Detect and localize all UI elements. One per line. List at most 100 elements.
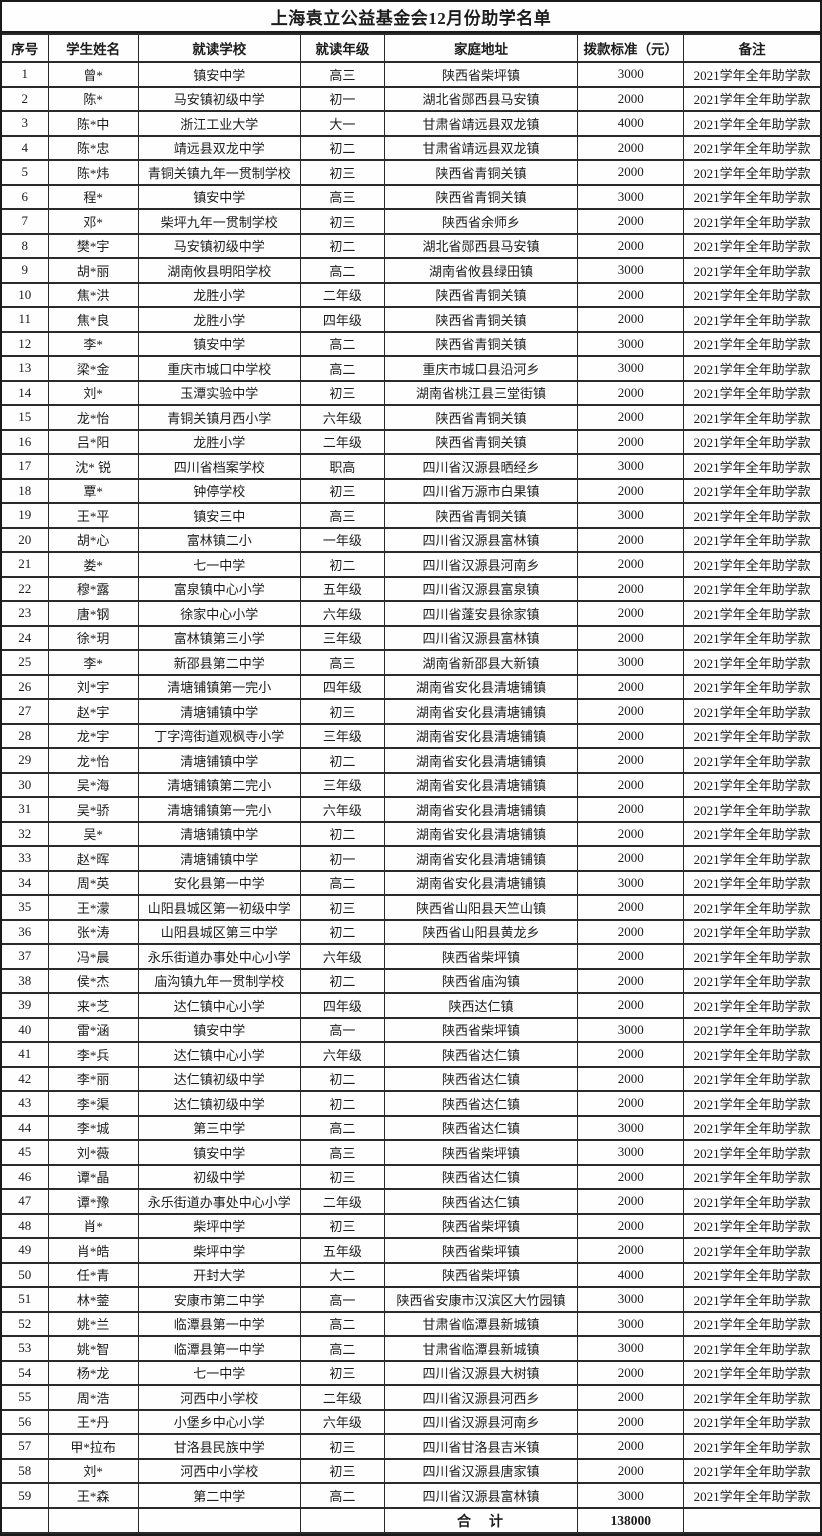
cell-address: 陕西省达仁镇 bbox=[383, 1065, 579, 1092]
cell-student-name: 杨*龙 bbox=[47, 1359, 139, 1386]
cell-student-name: 侯*杰 bbox=[47, 967, 139, 994]
cell-address: 陕西省庙沟镇 bbox=[383, 967, 579, 994]
cell-note: 2021学年全年助学款 bbox=[683, 967, 820, 994]
cell-amount: 3000 bbox=[577, 502, 685, 529]
cell-student-name: 刘*薇 bbox=[47, 1139, 139, 1166]
cell-student-name: 赵*宇 bbox=[47, 698, 139, 725]
cell-index: 24 bbox=[2, 624, 49, 651]
cell-amount: 2000 bbox=[577, 1163, 685, 1190]
table-row: 22 穆*露 富泉镇中心小学 五年级 四川省汉源县富泉镇 2000 2021学年全年助学款 bbox=[2, 575, 820, 602]
table-row: 12 李* 镇安中学 高二 陕西省青铜关镇 3000 2021学年全年助学款 bbox=[2, 330, 820, 357]
cell-amount: 3000 bbox=[577, 1016, 685, 1043]
cell-amount: 2000 bbox=[577, 992, 685, 1019]
cell-amount: 2000 bbox=[577, 1065, 685, 1092]
cell-index: 37 bbox=[2, 943, 49, 970]
cell-note: 2021学年全年助学款 bbox=[683, 477, 820, 504]
cell-address: 四川省汉源县河南乡 bbox=[383, 1408, 579, 1435]
cell-amount: 2000 bbox=[577, 1359, 685, 1386]
table-row: 21 娄* 七一中学 初二 四川省汉源县河南乡 2000 2021学年全年助学款 bbox=[2, 551, 820, 578]
cell-note: 2021学年全年助学款 bbox=[683, 1408, 820, 1435]
cell-amount: 2000 bbox=[577, 1408, 685, 1435]
cell-index: 8 bbox=[2, 232, 49, 259]
cell-index: 36 bbox=[2, 918, 49, 945]
cell-amount: 3000 bbox=[577, 1482, 685, 1509]
table-row: 1 曾* 镇安中学 高三 陕西省柴坪镇 3000 2021学年全年助学款 bbox=[2, 61, 820, 88]
cell-amount: 2000 bbox=[577, 1457, 685, 1484]
cell-school: 永乐街道办事处中心小学 bbox=[137, 1188, 301, 1215]
cell-address: 陕西省山阳县黄龙乡 bbox=[383, 918, 579, 945]
column-header-grade: 就读年级 bbox=[299, 33, 385, 63]
cell-index: 4 bbox=[2, 134, 49, 161]
cell-index: 10 bbox=[2, 281, 49, 308]
cell-index: 26 bbox=[2, 673, 49, 700]
cell-note: 2021学年全年助学款 bbox=[683, 1261, 820, 1288]
table-row: 37 冯*晨 永乐街道办事处中心小学 六年级 陕西省柴坪镇 2000 2021学年全年助学款 bbox=[2, 943, 820, 970]
cell-address: 甘肃省靖远县双龙镇 bbox=[383, 134, 579, 161]
cell-amount: 2000 bbox=[577, 698, 685, 725]
cell-student-name: 冯*晨 bbox=[47, 943, 139, 970]
cell-grade: 初二 bbox=[299, 551, 385, 578]
table-row: 44 李*城 第三中学 高二 陕西省达仁镇 3000 2021学年全年助学款 bbox=[2, 1114, 820, 1141]
column-header-school: 就读学校 bbox=[137, 33, 301, 63]
cell-student-name: 王*森 bbox=[47, 1482, 139, 1509]
table-row: 2 陈* 马安镇初级中学 初一 湖北省郧西县马安镇 2000 2021学年全年助学款 bbox=[2, 85, 820, 112]
cell-index: 35 bbox=[2, 894, 49, 921]
cell-index: 53 bbox=[2, 1335, 49, 1362]
cell-school: 临潭县第一中学 bbox=[137, 1310, 301, 1337]
cell-index: 34 bbox=[2, 869, 49, 896]
cell-student-name: 雷*涵 bbox=[47, 1016, 139, 1043]
cell-amount: 2000 bbox=[577, 796, 685, 823]
cell-index: 5 bbox=[2, 159, 49, 186]
cell-school: 柴坪中学 bbox=[137, 1237, 301, 1264]
cell-index: 50 bbox=[2, 1261, 49, 1288]
table-row: 29 龙*怡 清塘铺镇中学 初二 湖南省安化县清塘铺镇 2000 2021学年全年助学款 bbox=[2, 747, 820, 774]
cell-school: 龙胜小学 bbox=[137, 428, 301, 455]
table-row: 3 陈*中 浙江工业大学 大一 甘肃省靖远县双龙镇 4000 2021学年全年助学款 bbox=[2, 110, 820, 137]
cell-amount: 2000 bbox=[577, 281, 685, 308]
cell-student-name: 吴*骄 bbox=[47, 796, 139, 823]
cell-amount: 4000 bbox=[577, 110, 685, 137]
cell-student-name: 沈* 锐 bbox=[47, 453, 139, 480]
cell-amount: 2000 bbox=[577, 404, 685, 431]
cell-school: 富林镇第三小学 bbox=[137, 624, 301, 651]
cell-school: 清塘铺镇第二完小 bbox=[137, 771, 301, 798]
cell-school: 达仁镇中心小学 bbox=[137, 992, 301, 1019]
cell-index: 47 bbox=[2, 1188, 49, 1215]
cell-address: 湖北省郧西县马安镇 bbox=[383, 85, 579, 112]
cell-grade: 初三 bbox=[299, 208, 385, 235]
cell-index: 29 bbox=[2, 747, 49, 774]
cell-index: 40 bbox=[2, 1016, 49, 1043]
table-row: 16 吕*阳 龙胜小学 二年级 陕西省青铜关镇 2000 2021学年全年助学款 bbox=[2, 428, 820, 455]
cell-note: 2021学年全年助学款 bbox=[683, 1188, 820, 1215]
cell-school: 浙江工业大学 bbox=[137, 110, 301, 137]
cell-address: 四川省汉源县河西乡 bbox=[383, 1384, 579, 1411]
cell-grade: 四年级 bbox=[299, 306, 385, 333]
total-row: 合 计 138000 bbox=[2, 1507, 820, 1534]
table-row: 36 张*涛 山阳县城区第三中学 初二 陕西省山阳县黄龙乡 2000 2021学年全年助学款 bbox=[2, 918, 820, 945]
cell-school: 甘洛县民族中学 bbox=[137, 1433, 301, 1460]
cell-amount: 2000 bbox=[577, 1188, 685, 1215]
cell-grade: 高二 bbox=[299, 869, 385, 896]
cell-school: 四川省档案学校 bbox=[137, 453, 301, 480]
total-cell-note bbox=[683, 1507, 820, 1534]
table-row: 50 任*青 开封大学 大二 陕西省柴坪镇 4000 2021学年全年助学款 bbox=[2, 1261, 820, 1288]
cell-address: 陕西省青铜关镇 bbox=[383, 428, 579, 455]
cell-note: 2021学年全年助学款 bbox=[683, 1310, 820, 1337]
table-row: 4 陈*忠 靖远县双龙中学 初二 甘肃省靖远县双龙镇 2000 2021学年全年助学款 bbox=[2, 134, 820, 161]
cell-index: 55 bbox=[2, 1384, 49, 1411]
cell-index: 27 bbox=[2, 698, 49, 725]
cell-school: 达仁镇初级中学 bbox=[137, 1090, 301, 1117]
cell-student-name: 甲*拉布 bbox=[47, 1433, 139, 1460]
cell-grade: 初三 bbox=[299, 477, 385, 504]
table-row: 41 李*兵 达仁镇中心小学 六年级 陕西省达仁镇 2000 2021学年全年助学款 bbox=[2, 1041, 820, 1068]
cell-index: 22 bbox=[2, 575, 49, 602]
column-header-note: 备注 bbox=[683, 33, 820, 63]
cell-student-name: 吴*海 bbox=[47, 771, 139, 798]
cell-school: 镇安中学 bbox=[137, 1139, 301, 1166]
cell-school: 安康市第二中学 bbox=[137, 1286, 301, 1313]
cell-grade: 一年级 bbox=[299, 526, 385, 553]
cell-amount: 2000 bbox=[577, 1433, 685, 1460]
cell-student-name: 唐*钢 bbox=[47, 600, 139, 627]
cell-grade: 五年级 bbox=[299, 575, 385, 602]
cell-amount: 2000 bbox=[577, 1212, 685, 1239]
